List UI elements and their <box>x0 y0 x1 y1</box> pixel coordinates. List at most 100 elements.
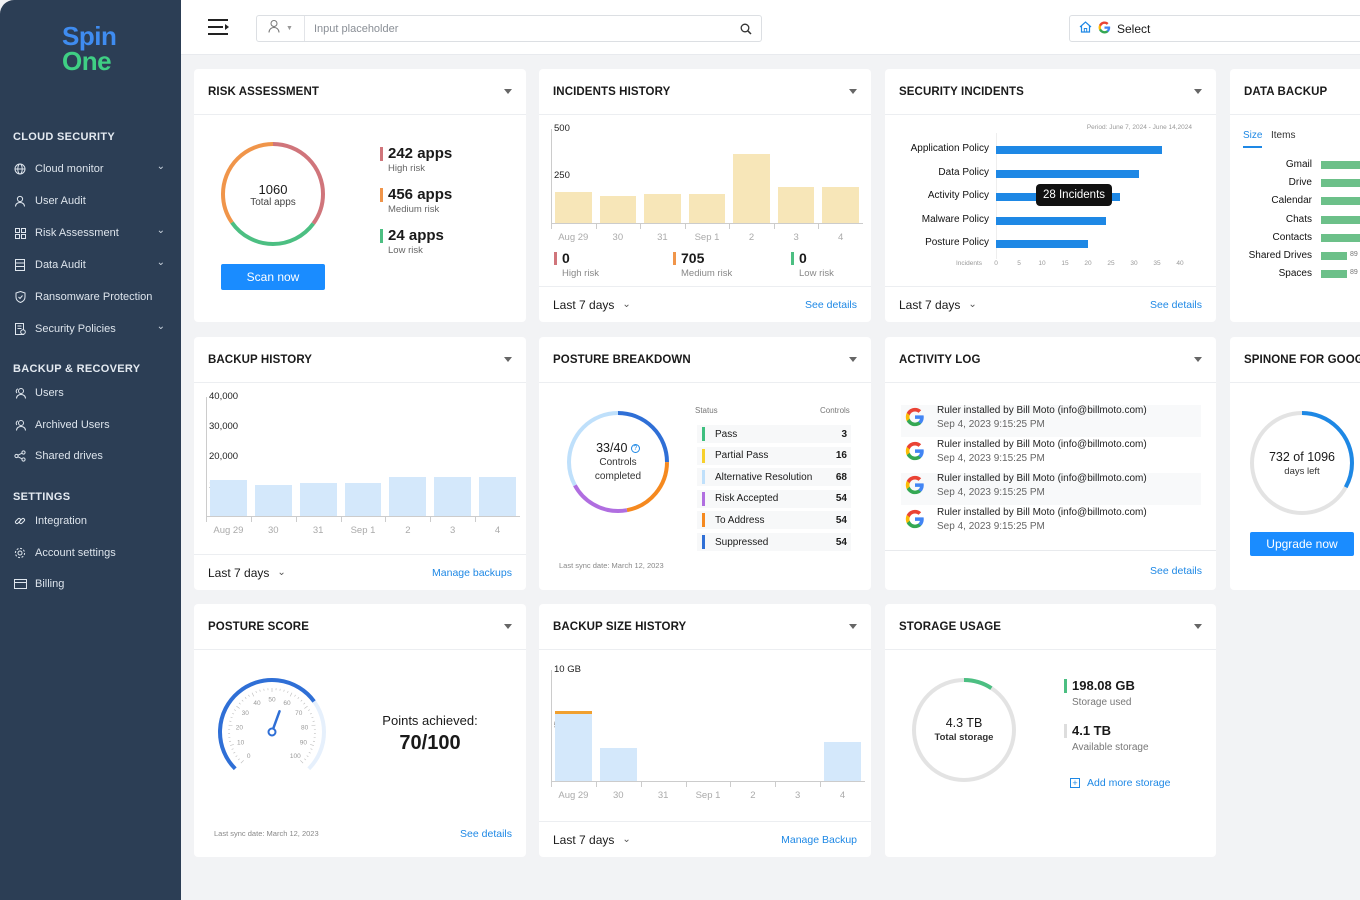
see-details-link[interactable]: See details <box>460 828 512 840</box>
tab-items[interactable]: Items <box>1271 130 1296 141</box>
card-menu-caret-icon[interactable] <box>1194 89 1202 94</box>
sidebar-item-data-audit[interactable]: Data Audit ⌄ <box>13 254 171 276</box>
x-tick-label: 3 <box>795 790 801 801</box>
status-color-marker <box>702 448 705 463</box>
sidebar-item-integration[interactable]: Integration <box>13 510 171 532</box>
backup-history-card: BACKUP HISTORY 40,00030,00020,00010,000A… <box>194 337 526 590</box>
sidebar-item-risk-assessment[interactable]: Risk Assessment ⌄ <box>13 222 171 244</box>
card-header: DATA BACKUP <box>1230 69 1360 115</box>
status-count: 54 <box>835 493 847 505</box>
sidebar-item-security-policies[interactable]: Security Policies ⌄ <box>13 318 171 340</box>
home-icon[interactable] <box>1079 21 1092 36</box>
gauge-tick <box>255 690 257 694</box>
x-axis-label: Incidents <box>956 260 983 267</box>
risk-color-marker <box>380 147 383 161</box>
manage-backup-link[interactable]: Manage Backup <box>781 833 857 846</box>
card-footer: Last 7 days ⌄ See details <box>539 286 871 322</box>
risk-label: Low risk <box>388 245 423 256</box>
card-menu-caret-icon[interactable] <box>1194 624 1202 629</box>
chevron-down-icon[interactable]: ⌄ <box>622 834 631 845</box>
activity-item[interactable]: Ruler installed by Bill Moto (info@billm… <box>901 473 1201 505</box>
card-footer: Last 7 days ⌄ Manage backups <box>194 554 526 590</box>
chevron-down-icon: ⌄ <box>156 321 165 332</box>
x-tick-label: 3 <box>450 525 456 536</box>
scan-now-button[interactable]: Scan now <box>221 264 325 290</box>
card-menu-caret-icon[interactable] <box>504 624 512 629</box>
bar-4 <box>996 240 1088 248</box>
tab-size[interactable]: Size <box>1243 130 1263 148</box>
period-selector[interactable]: Last 7 days <box>553 297 615 312</box>
gauge-tick-label: 60 <box>283 700 291 707</box>
card-menu-caret-icon[interactable] <box>849 89 857 94</box>
x-tick-label: 10 <box>1038 260 1046 267</box>
menu-toggle-icon[interactable] <box>208 18 230 41</box>
x-tick <box>430 516 432 522</box>
x-tick-label: 20 <box>1084 260 1092 267</box>
user-filter-dropdown[interactable]: ▼ <box>257 16 305 41</box>
workspace-select[interactable]: Select <box>1069 15 1360 42</box>
card-menu-caret-icon[interactable] <box>504 357 512 362</box>
bar-value-label: 89 <box>1350 251 1358 258</box>
card-header: ACTIVITY LOG <box>885 337 1216 383</box>
card-menu-caret-icon[interactable] <box>849 357 857 362</box>
chevron-down-icon[interactable]: ⌄ <box>968 299 977 310</box>
activity-item[interactable]: Ruler installed by Bill Moto (info@billm… <box>901 507 1201 539</box>
gauge-tick <box>231 748 234 750</box>
period-selector[interactable]: Last 7 days <box>899 297 961 312</box>
sidebar-item-archived-users[interactable]: Archived Users <box>13 414 171 436</box>
card-menu-caret-icon[interactable] <box>1194 357 1202 362</box>
risk-label: High risk <box>388 163 425 174</box>
search-input[interactable]: Input placeholder <box>314 22 399 35</box>
sidebar-item-account-settings[interactable]: Account settings <box>13 542 171 564</box>
sidebar-item-billing[interactable]: Billing <box>13 573 171 595</box>
sidebar-item-cloud-monitor[interactable]: Cloud monitor ⌄ <box>13 158 171 180</box>
available-indicator <box>1064 724 1067 738</box>
total-storage-value: 4.3 TB <box>945 716 983 730</box>
sidebar-item-users[interactable]: Users <box>13 382 171 404</box>
gauge-tick <box>311 724 316 727</box>
bar-0 <box>555 711 592 781</box>
gauge-tick <box>297 697 300 699</box>
gauge-tick <box>289 692 293 697</box>
gauge-tick-label: 10 <box>237 740 245 747</box>
card-menu-caret-icon[interactable] <box>504 89 512 94</box>
top-bar: ▼ Input placeholder Select <box>181 0 1360 55</box>
category-label: Application Policy <box>910 143 989 154</box>
see-details-link[interactable]: See details <box>805 298 857 311</box>
storage-used-value: 198.08 GB <box>1072 678 1135 693</box>
card-menu-caret-icon[interactable] <box>849 624 857 629</box>
category-label: Shared Drives <box>1248 250 1312 261</box>
sidebar-item-ransomware-protection[interactable]: Ransomware Protection <box>13 286 171 308</box>
bar-2 <box>299 483 337 516</box>
x-tick <box>595 223 597 229</box>
period-selector[interactable]: Last 7 days <box>553 832 615 847</box>
y-tick-label: 20,000 <box>209 450 239 462</box>
gauge-tick <box>287 690 289 694</box>
bar-0 <box>996 146 1162 154</box>
archived-users-icon <box>13 418 27 432</box>
period-selector[interactable]: Last 7 days <box>208 565 270 580</box>
incident-label: High risk <box>562 268 599 279</box>
chevron-down-icon[interactable]: ⌄ <box>622 299 631 310</box>
upgrade-now-button[interactable]: Upgrade now <box>1250 532 1354 556</box>
activity-item[interactable]: Ruler installed by Bill Moto (info@billm… <box>901 405 1201 437</box>
manage-backups-link[interactable]: Manage backups <box>432 566 512 579</box>
add-more-storage-link[interactable]: + Add more storage <box>1070 777 1170 789</box>
posture-donut <box>567 411 669 513</box>
help-icon[interactable]: ? <box>630 444 640 453</box>
see-details-link[interactable]: See details <box>1150 298 1202 311</box>
sidebar-item-user-audit[interactable]: User Audit <box>13 190 171 212</box>
category-label: Malware Policy <box>921 213 989 225</box>
sidebar-item-shared-drives[interactable]: Shared drives <box>13 445 171 467</box>
x-tick-label: 4 <box>838 232 844 243</box>
user-icon <box>268 19 280 38</box>
activity-text: Ruler installed by Bill Moto (info@billm… <box>937 473 1147 484</box>
activity-time: Sep 4, 2023 9:15:25 PM <box>937 419 1045 430</box>
chevron-down-icon[interactable]: ⌄ <box>277 567 286 578</box>
spinone-logo[interactable]: Spin One <box>62 21 117 76</box>
activity-item[interactable]: Ruler installed by Bill Moto (info@billm… <box>901 439 1201 471</box>
search-icon[interactable] <box>731 23 761 35</box>
see-details-link[interactable]: See details <box>1150 564 1202 577</box>
bar-6 <box>479 477 516 516</box>
